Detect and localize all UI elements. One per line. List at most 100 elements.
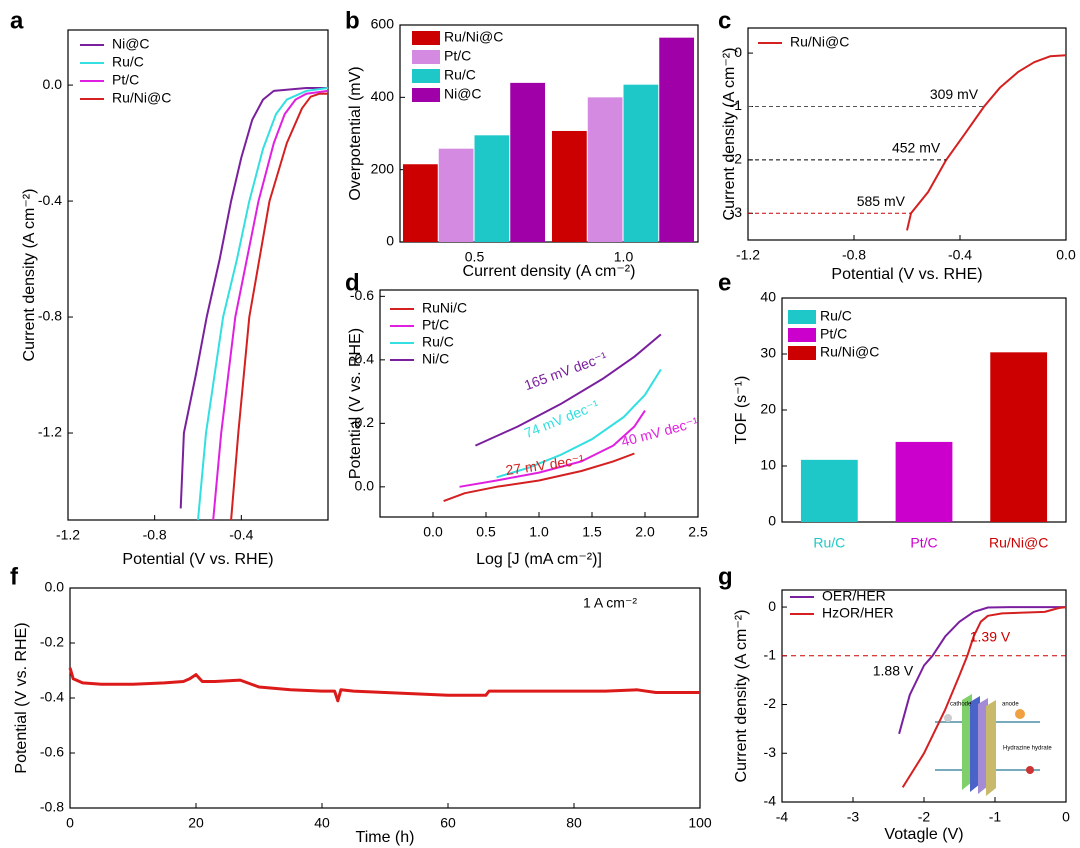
x-tick-label: -2 [918,809,931,825]
inset: cathode anode Hydrazine hydrate [935,694,1052,796]
annotation: 165 mV dec⁻¹ [522,348,609,393]
series-line [906,54,1067,231]
inset-molecule [1015,709,1025,719]
series-line [197,87,329,521]
legend-label: Ru/C [444,67,476,83]
legend-label: Pt/C [820,326,847,342]
x-tick-label: 0 [1062,809,1070,825]
y-axis-label: Potential (V vs. RHE) [347,328,364,479]
y-tick-label: 0.0 [45,579,65,595]
inset-label: anode [1002,702,1019,708]
x-tick-label: Ru/Ni@C [989,535,1048,551]
bar [510,82,546,242]
bar [474,135,510,242]
annotation: 1.39 V [970,629,1011,645]
plot-frame [67,29,329,521]
x-tick-label: 0.0 [423,524,443,540]
legend-swatch [788,346,816,360]
y-tick-label: 0 [386,233,394,249]
x-tick-label: 20 [188,815,204,831]
y-tick-label: -2 [764,695,777,711]
y-tick-label: -4 [764,793,777,809]
y-tick-label: -0.2 [40,634,64,650]
plot-frame [399,24,699,243]
annotation: 1 A cm⁻² [583,595,637,611]
x-tick-label: 0.0 [1056,247,1076,263]
bar [895,441,953,522]
y-tick-label: -0.8 [38,308,62,324]
y-tick-label: 20 [760,401,776,417]
y-tick-label: 0 [768,598,776,614]
plot-frame [747,27,1067,241]
series-line [496,368,662,479]
plot-frame [69,587,701,809]
legend-label: Pt/C [444,48,471,64]
x-axis-label: Potential (V vs. RHE) [831,266,982,283]
legend-label: Ni/C [422,351,449,367]
inset-plate [978,698,988,794]
panel-letter: b [345,7,360,34]
annotation: 585 mV [857,193,906,209]
legend-label: Pt/C [112,72,139,88]
legend-label: Ru/Ni@C [820,344,879,360]
x-tick-label: 40 [314,815,330,831]
series-line [901,606,1067,788]
bar [438,148,474,242]
x-tick-label: 2.5 [688,524,708,540]
legend-label: HzOR/HER [822,605,894,621]
panel-letter: g [718,563,733,590]
x-tick-label: 1.0 [614,249,634,265]
series-line [443,452,635,503]
y-tick-label: -1 [730,97,743,113]
series-line [474,333,662,447]
y-tick-label: -0.4 [38,192,62,208]
x-tick-label: -0.8 [842,247,866,263]
legend-label: Ru/C [112,54,144,70]
y-tick-label: 0.0 [355,478,375,494]
y-axis-label: Overpotential (mV) [347,66,364,200]
legend-label: Ni@C [444,86,482,102]
bar [990,352,1048,522]
panel-letter: a [10,7,24,34]
y-tick-label: 0 [768,513,776,529]
legend-label: Ru/Ni@C [444,29,503,45]
inset-plate [962,694,972,790]
legend-swatch [412,31,440,45]
legend-swatch [412,69,440,83]
x-tick-label: 60 [440,815,456,831]
y-tick-label: 0 [734,44,742,60]
y-tick-label: -1.2 [38,424,62,440]
legend-swatch [412,50,440,64]
y-tick-label: 40 [760,289,776,305]
y-axis-label: Current density (A cm⁻²) [21,189,38,362]
bar [587,97,623,242]
x-tick-label: 1.5 [582,524,602,540]
x-tick-label: -0.4 [229,527,253,543]
series-line [230,92,328,521]
x-axis-label: Votagle (V) [884,826,963,843]
y-tick-label: -0.6 [350,287,374,303]
series-line [898,606,1066,735]
x-tick-label: Ru/C [813,535,845,551]
annotation: 1.88 V [873,663,914,679]
x-tick-label: -0.8 [143,527,167,543]
panel-letter: d [345,269,360,296]
y-tick-label: -1 [764,646,777,662]
annotation: 452 mV [892,140,941,156]
y-tick-label: 400 [371,88,395,104]
bar [551,130,587,242]
y-tick-label: 10 [760,457,776,473]
legend-label: Ni@C [112,36,150,52]
y-tick-label: 200 [371,160,395,176]
annotation: 40 mV dec⁻¹ [619,414,700,450]
x-tick-label: -0.4 [948,247,972,263]
inset-label: cathode [950,702,972,708]
legend-label: Ru/Ni@C [112,90,171,106]
x-axis-label: Log [J (mA cm⁻²)] [476,551,602,568]
legend-label: OER/HER [822,588,886,604]
inset-plate [986,700,996,796]
x-tick-label: Pt/C [910,535,937,551]
y-axis-label: Potential (V vs. RHE) [13,622,30,773]
